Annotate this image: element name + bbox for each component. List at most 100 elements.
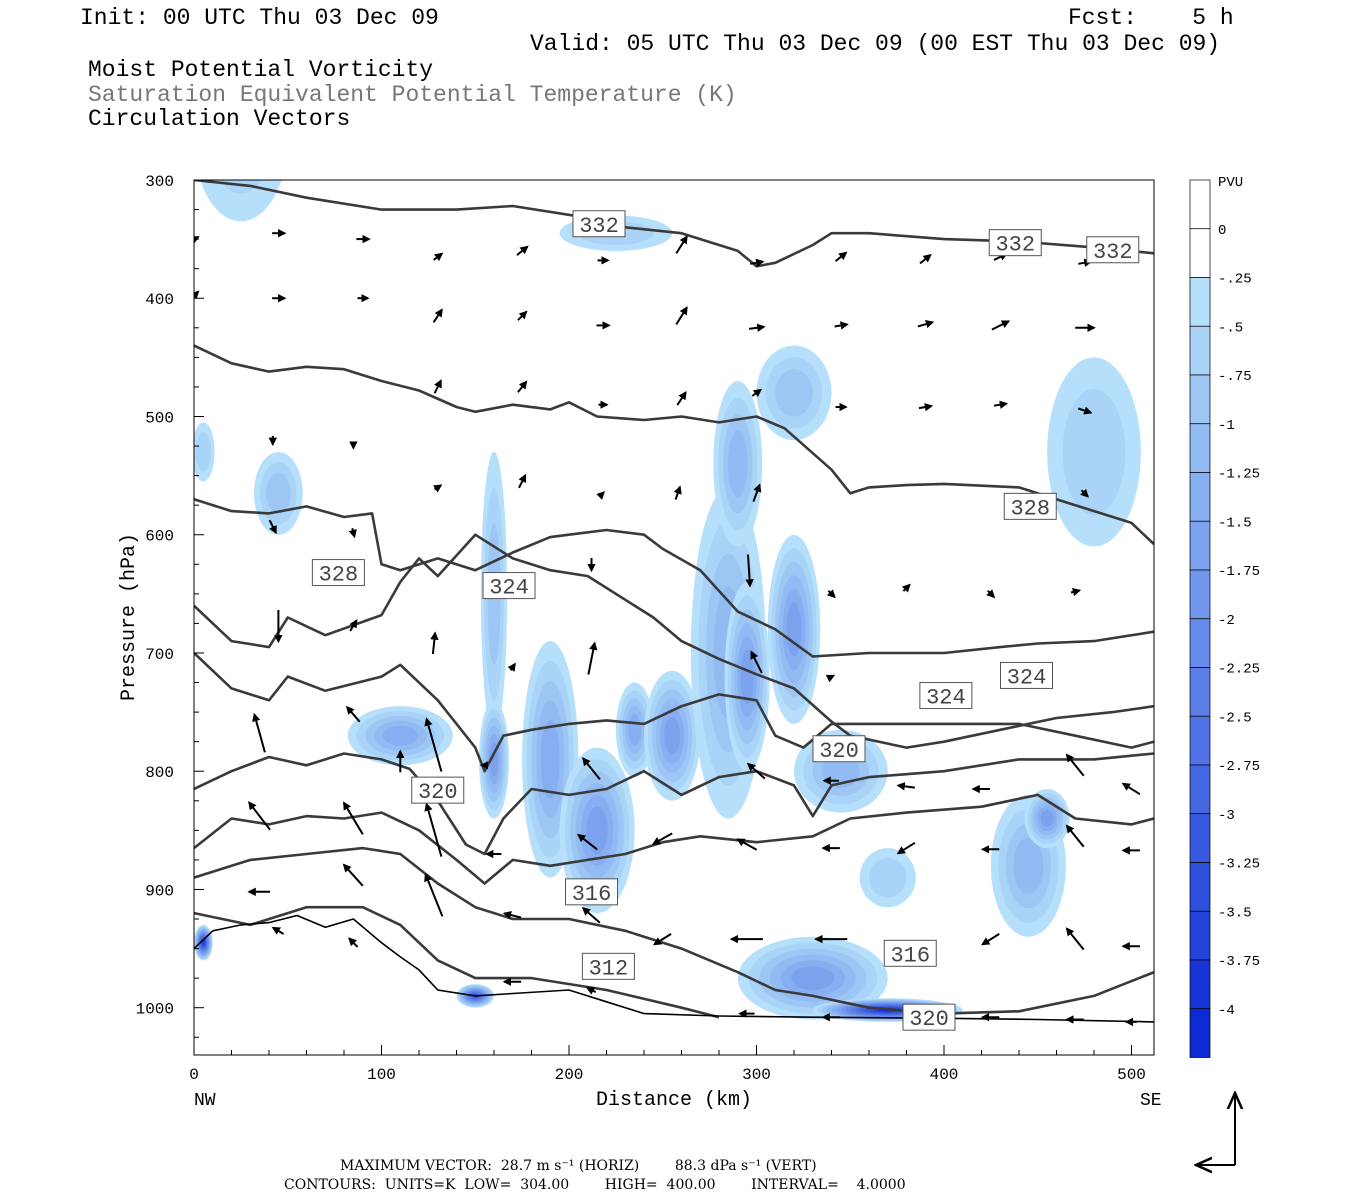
- circulation-vector: [432, 308, 443, 323]
- contour-label-text: 328: [1010, 496, 1050, 521]
- valid-time: Valid: 05 UTC Thu 03 Dec 09 (00 EST Thu …: [530, 31, 1221, 57]
- circulation-vector: [424, 802, 443, 857]
- contour-label: 328: [311, 559, 365, 588]
- colorbar-cell: [1189, 862, 1211, 912]
- x-tick-label: 200: [555, 1066, 584, 1084]
- colorbar-cell: [1189, 277, 1211, 327]
- contour-label: 320: [411, 776, 465, 805]
- terrain-line: [194, 914, 1154, 1023]
- circulation-vector: [576, 833, 598, 851]
- circulation-vector: [675, 306, 688, 325]
- circulation-vector: [675, 235, 688, 254]
- circulation-vector: [676, 390, 687, 406]
- theta-es-contours: [194, 180, 1154, 1019]
- circulation-vector: [652, 933, 672, 946]
- circulation-vector: [825, 674, 836, 683]
- colorbar-cell: [1189, 813, 1211, 863]
- circulation-vector: [1065, 753, 1085, 777]
- contour-info-note: CONTOURS: UNITS=K LOW= 304.00 HIGH= 400.…: [284, 1177, 906, 1193]
- colorbar-cell: [1189, 764, 1211, 815]
- contour-label: 332: [572, 210, 626, 239]
- colorbar-cell: [1189, 472, 1211, 522]
- circulation-vector: [826, 589, 836, 599]
- circulation-vector: [651, 832, 673, 845]
- colorbar-cell: [1189, 569, 1211, 620]
- contour-label-box: [919, 682, 973, 710]
- contour-label-text: 332: [579, 214, 619, 239]
- circulation-vector: [1065, 927, 1085, 951]
- contour-label-text: 324: [926, 686, 966, 711]
- x-tick-label: 100: [367, 1066, 396, 1084]
- colorbar-cell: [1189, 520, 1211, 571]
- contour-label: 328: [1003, 492, 1057, 521]
- theta-es-contour-316: [194, 652, 1154, 773]
- pv-shade: [791, 966, 835, 990]
- circulation-vector: [582, 757, 601, 781]
- theta-es-contour-308: [194, 793, 1154, 885]
- y-tick-label: 600: [145, 528, 174, 546]
- contour-label: 324: [1000, 661, 1053, 690]
- contour-label-text: 312: [589, 956, 629, 981]
- colorbar-level-label: -1.75: [1218, 564, 1260, 580]
- circulation-vector: [746, 762, 766, 780]
- pv-shade: [195, 432, 211, 472]
- colorbar-level-label: -.75: [1218, 369, 1252, 385]
- colorbar-level-label: -3.5: [1218, 905, 1252, 921]
- circulation-vector: [194, 290, 200, 300]
- contour-label-box: [902, 1003, 956, 1031]
- pv-shade: [822, 754, 860, 788]
- circulation-vector: [424, 872, 444, 917]
- field-title-pv: Moist Potential Vorticity: [88, 57, 434, 83]
- contour-label-box: [1003, 492, 1057, 520]
- circulation-vector: [1080, 488, 1089, 498]
- contour-label-box: [482, 572, 536, 600]
- reference-vector-icon: [1196, 1093, 1235, 1165]
- circulation-vector: [343, 801, 364, 835]
- contour-label-text: 324: [1007, 665, 1047, 690]
- pv-shade: [540, 719, 560, 799]
- colorbar-cell: [1189, 667, 1211, 717]
- x-tick-label: 300: [742, 1066, 771, 1084]
- field-title-thetaes: Saturation Equivalent Potential Temperat…: [88, 82, 737, 108]
- circulation-vector: [516, 245, 529, 256]
- circulation-vector: [748, 323, 766, 332]
- colorbar-level-label: -4: [1218, 1003, 1235, 1019]
- circulation-vector: [432, 484, 443, 493]
- contour-label-text: 328: [319, 563, 359, 588]
- circulation-vector: [834, 251, 848, 262]
- contour-label: 316: [883, 939, 937, 968]
- circulation-vector: [587, 641, 598, 675]
- contour-label-text: 324: [489, 576, 529, 601]
- theta-es-contour-328: [194, 344, 1154, 546]
- contour-label-text: 320: [909, 1007, 949, 1032]
- colorbar-level-label: -.5: [1218, 320, 1243, 336]
- colorbar-cell: [1189, 715, 1211, 766]
- contour-label: 320: [812, 735, 866, 764]
- circulation-vector: [517, 380, 528, 393]
- circulation-vector: [901, 583, 911, 593]
- contour-label-box: [572, 210, 626, 238]
- contour-label-box: [311, 559, 365, 587]
- circulation-vector: [1070, 587, 1082, 597]
- circulation-vector: [424, 717, 443, 772]
- pv-shading: [194, 180, 1141, 1022]
- circulation-vector: [346, 705, 361, 723]
- circulation-vector: [751, 388, 763, 398]
- pv-shade: [775, 369, 813, 417]
- pv-shade: [220, 180, 262, 194]
- plot-frame: [193, 179, 1155, 1056]
- colorbar-cell: [1189, 423, 1211, 473]
- contour-label-box: [1000, 661, 1053, 689]
- pv-shade: [628, 714, 641, 746]
- contour-label: 312: [581, 952, 635, 981]
- circulation-vector: [194, 236, 200, 244]
- theta-es-contour-324: [194, 498, 1154, 658]
- terrain-surface: [194, 914, 1154, 1023]
- circulation-vector: [750, 258, 765, 267]
- contour-label-box: [565, 878, 618, 906]
- x-axis-label: Distance (km): [596, 1089, 752, 1112]
- colorbar-level-label: -1.25: [1218, 467, 1260, 483]
- circulation-vector: [917, 320, 935, 329]
- circulation-vector: [248, 801, 271, 831]
- circulation-vector: [596, 491, 605, 501]
